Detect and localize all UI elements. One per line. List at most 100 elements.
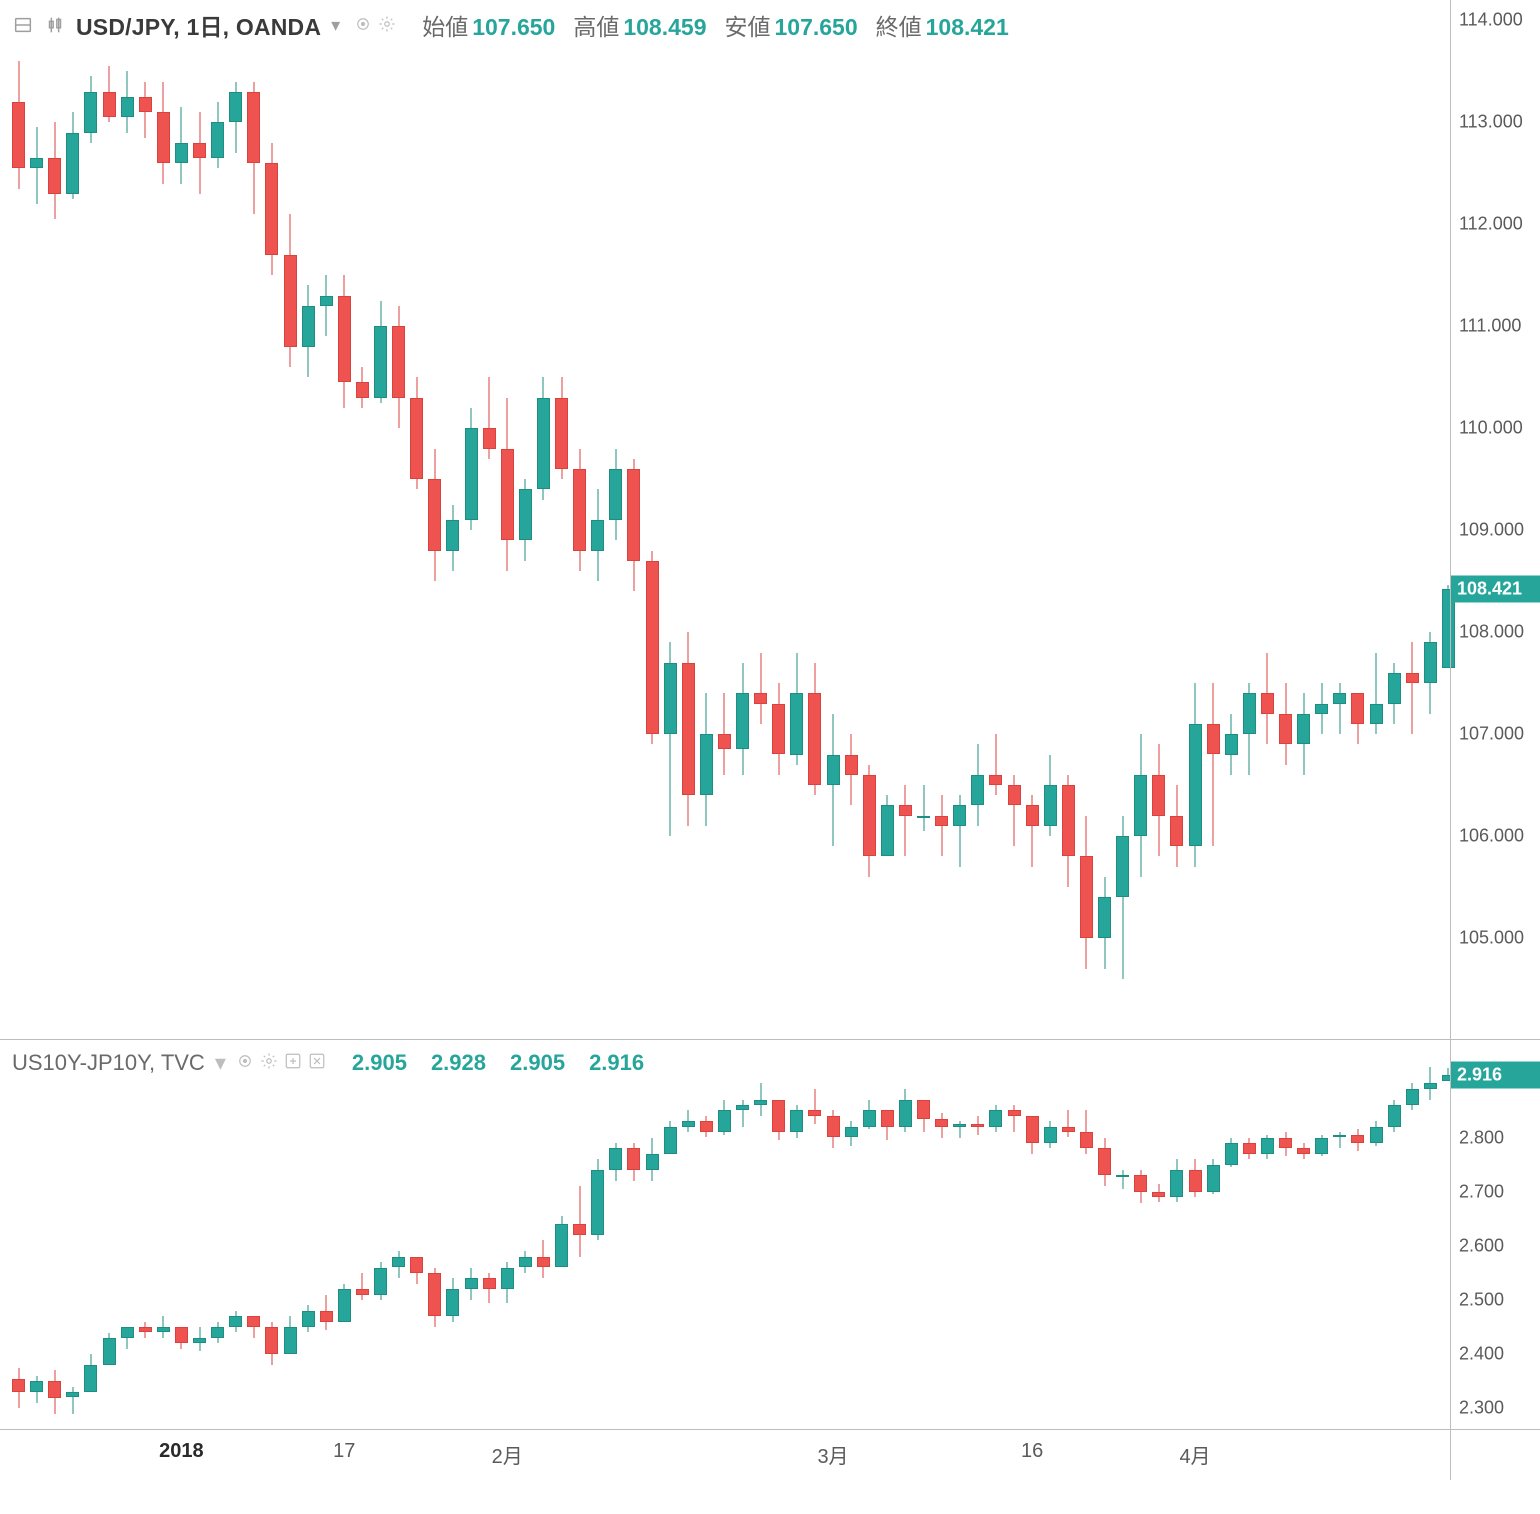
candle bbox=[1279, 1040, 1292, 1429]
candle bbox=[537, 1040, 550, 1429]
candle bbox=[1044, 1040, 1057, 1429]
candle bbox=[1424, 0, 1437, 1039]
sub-val-2: 2.905 bbox=[510, 1050, 565, 1076]
candle bbox=[1116, 1040, 1129, 1429]
chevron-down-icon[interactable]: ▾ bbox=[331, 15, 340, 36]
candle bbox=[827, 1040, 840, 1429]
candle bbox=[356, 0, 369, 1039]
candle bbox=[30, 1040, 43, 1429]
sub-chart-header: US10Y-JP10Y, TVC ▾ 2.905 2.928 2.905 2.9… bbox=[0, 1040, 1450, 1082]
candle bbox=[1388, 0, 1401, 1039]
candle bbox=[428, 1040, 441, 1429]
candle bbox=[1062, 1040, 1075, 1429]
main-chart-header: USD/JPY, 1日, OANDA ▾ 始値107.650 高値108.459… bbox=[0, 0, 1450, 48]
candle bbox=[682, 1040, 695, 1429]
candle bbox=[320, 0, 333, 1039]
main-symbol[interactable]: USD/JPY, 1日, OANDA bbox=[76, 8, 321, 42]
candle bbox=[392, 0, 405, 1039]
candle bbox=[881, 0, 894, 1039]
target-icon[interactable] bbox=[236, 1050, 254, 1076]
sub-y-axis[interactable]: 2.9002.8002.7002.6002.5002.4002.3002.916 bbox=[1450, 1040, 1540, 1429]
ohlc-high-value: 108.459 bbox=[623, 14, 706, 40]
candle bbox=[483, 0, 496, 1039]
candle bbox=[881, 1040, 894, 1429]
candle bbox=[139, 1040, 152, 1429]
candle bbox=[971, 1040, 984, 1429]
candle bbox=[48, 0, 61, 1039]
y-tick: 107.000 bbox=[1459, 724, 1536, 745]
candle bbox=[1170, 0, 1183, 1039]
y-tick: 105.000 bbox=[1459, 928, 1536, 949]
candle bbox=[1207, 1040, 1220, 1429]
y-tick: 2.800 bbox=[1459, 1127, 1536, 1148]
candle bbox=[1062, 0, 1075, 1039]
price-tag: 2.916 bbox=[1451, 1061, 1540, 1088]
main-y-axis[interactable]: 114.000113.000112.000111.000110.000109.0… bbox=[1450, 0, 1540, 1039]
candle bbox=[736, 1040, 749, 1429]
sub-symbol[interactable]: US10Y-JP10Y, TVC bbox=[12, 1050, 205, 1076]
candle bbox=[646, 1040, 659, 1429]
sub-chart-area[interactable] bbox=[0, 1040, 1450, 1429]
x-tick: 3月 bbox=[817, 1440, 848, 1469]
candle bbox=[320, 1040, 333, 1429]
candle bbox=[1098, 1040, 1111, 1429]
candle bbox=[12, 0, 25, 1039]
candle bbox=[935, 0, 948, 1039]
y-tick: 2.400 bbox=[1459, 1344, 1536, 1365]
main-chart-area[interactable] bbox=[0, 0, 1450, 1039]
candle bbox=[827, 0, 840, 1039]
candle bbox=[338, 0, 351, 1039]
candlestick-icon[interactable] bbox=[44, 14, 66, 36]
gear-icon[interactable] bbox=[260, 1050, 278, 1076]
y-tick: 2.300 bbox=[1459, 1398, 1536, 1419]
candle bbox=[519, 0, 532, 1039]
candle bbox=[718, 0, 731, 1039]
x-tick: 17 bbox=[333, 1440, 355, 1463]
candle bbox=[772, 0, 785, 1039]
list-icon[interactable] bbox=[12, 14, 34, 36]
candle bbox=[1370, 0, 1383, 1039]
candle bbox=[1207, 0, 1220, 1039]
candle bbox=[374, 1040, 387, 1429]
ohlc-open-value: 107.650 bbox=[472, 14, 555, 40]
y-tick: 2.500 bbox=[1459, 1290, 1536, 1311]
candle bbox=[465, 1040, 478, 1429]
candle bbox=[627, 1040, 640, 1429]
candle bbox=[1008, 0, 1021, 1039]
price-tag: 108.421 bbox=[1451, 576, 1540, 603]
candle bbox=[229, 0, 242, 1039]
chevron-down-icon[interactable]: ▾ bbox=[215, 1050, 226, 1076]
y-tick: 106.000 bbox=[1459, 826, 1536, 847]
candle bbox=[501, 0, 514, 1039]
candle bbox=[1333, 0, 1346, 1039]
candle bbox=[863, 1040, 876, 1429]
candle bbox=[175, 1040, 188, 1429]
candle bbox=[1261, 0, 1274, 1039]
candle bbox=[682, 0, 695, 1039]
candle bbox=[1189, 1040, 1202, 1429]
candle bbox=[483, 1040, 496, 1429]
gear-icon[interactable] bbox=[378, 12, 396, 39]
x-tick: 2018 bbox=[159, 1440, 204, 1463]
target-icon[interactable] bbox=[354, 12, 372, 39]
candle bbox=[772, 1040, 785, 1429]
candle bbox=[1424, 1040, 1437, 1429]
y-tick: 111.000 bbox=[1459, 316, 1536, 337]
close-icon[interactable] bbox=[308, 1050, 326, 1076]
candle bbox=[84, 1040, 97, 1429]
candle bbox=[103, 0, 116, 1039]
sub-val-0: 2.905 bbox=[352, 1050, 407, 1076]
candle bbox=[1080, 0, 1093, 1039]
candle bbox=[899, 1040, 912, 1429]
candle bbox=[428, 0, 441, 1039]
y-tick: 113.000 bbox=[1459, 112, 1536, 133]
x-axis[interactable]: 2018172月3月164月 bbox=[0, 1430, 1540, 1480]
x-tick: 4月 bbox=[1179, 1440, 1210, 1469]
candle bbox=[808, 1040, 821, 1429]
candle bbox=[609, 1040, 622, 1429]
candle bbox=[555, 0, 568, 1039]
plus-icon[interactable] bbox=[284, 1050, 302, 1076]
candle bbox=[1261, 1040, 1274, 1429]
y-tick: 2.600 bbox=[1459, 1235, 1536, 1256]
ohlc-high-label: 高値 bbox=[573, 14, 619, 40]
